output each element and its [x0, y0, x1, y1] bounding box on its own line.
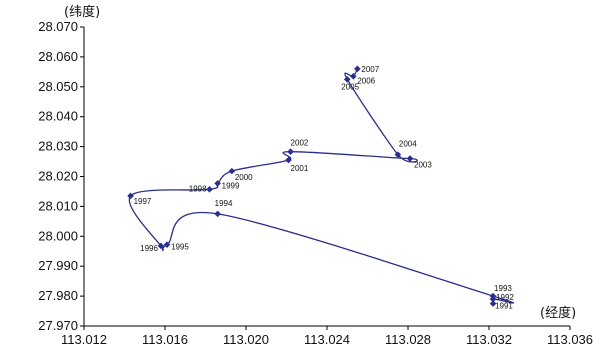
trajectory-line	[128, 68, 514, 304]
data-point-marker	[285, 156, 292, 164]
data-point-label: 2005	[341, 82, 359, 91]
data-point-label: 1996	[140, 244, 158, 253]
data-point-marker	[489, 292, 497, 300]
data-point-label: 1994	[215, 199, 233, 208]
data-point-label: 2006	[357, 76, 375, 85]
x-tick-label: 113.032	[466, 332, 512, 347]
data-point-marker	[163, 241, 171, 248]
y-tick-label: 28.040	[38, 109, 78, 124]
data-point-marker	[206, 186, 213, 193]
x-tick-label: 113.028	[385, 332, 431, 347]
y-tick-label: 27.970	[38, 318, 78, 333]
data-point-label: 2000	[235, 173, 253, 182]
y-tick-labels: 27.970 27.980 27.990 28.000 28.010 28.020 28.0…	[38, 19, 78, 333]
data-point-marker	[489, 300, 497, 307]
y-tick-label: 28.050	[38, 79, 78, 94]
data-point-label: 2007	[361, 65, 379, 74]
y-tick-label: 28.010	[38, 198, 78, 213]
x-tick-labels: 113.012 113.016 113.020 113.024 113.028 113.0…	[61, 332, 593, 347]
y-tick-label: 28.060	[38, 49, 78, 64]
x-tick-label: 113.036	[547, 332, 593, 347]
data-point-label: 1999	[222, 181, 240, 190]
series	[128, 68, 514, 304]
data-point-label: 1997	[134, 197, 152, 206]
markers	[127, 65, 497, 307]
data-point-marker	[406, 155, 414, 162]
y-tick-label: 28.020	[38, 169, 78, 184]
x-tick-label: 113.016	[142, 332, 188, 347]
y-tick-label: 28.030	[38, 139, 78, 154]
data-point-marker	[157, 242, 165, 250]
data-point-marker	[394, 151, 402, 158]
y-axis-label: (纬度)	[64, 4, 100, 20]
y-tick-label: 28.000	[38, 228, 78, 243]
data-point-label: 1991	[495, 302, 513, 311]
x-tick-label: 113.020	[223, 332, 269, 347]
x-tick-label: 113.024	[304, 332, 350, 347]
data-point-marker	[287, 148, 294, 155]
data-point-label: 2003	[414, 161, 432, 170]
data-point-marker	[127, 192, 134, 200]
x-axis-label: (经度)	[540, 305, 576, 321]
y-tick-label: 27.990	[38, 258, 78, 273]
data-point-marker	[228, 167, 236, 175]
axes	[80, 26, 571, 330]
data-point-marker	[214, 180, 221, 187]
y-tick-label: 27.980	[38, 288, 78, 303]
y-tick-label: 28.070	[38, 19, 78, 34]
data-point-label: 1992	[496, 293, 514, 302]
data-point-label: 2001	[291, 164, 309, 173]
data-point-marker	[343, 76, 351, 83]
data-point-marker	[354, 65, 361, 73]
data-point-label: 1993	[494, 284, 512, 293]
data-point-label: 1995	[171, 243, 189, 252]
data-point-marker	[350, 73, 357, 80]
x-tick-label: 113.012	[61, 332, 107, 347]
data-point-label: 2004	[399, 140, 417, 149]
data-point-marker	[214, 210, 221, 218]
data-point-label: 1998	[189, 184, 207, 193]
data-point-label: 2002	[291, 139, 309, 148]
